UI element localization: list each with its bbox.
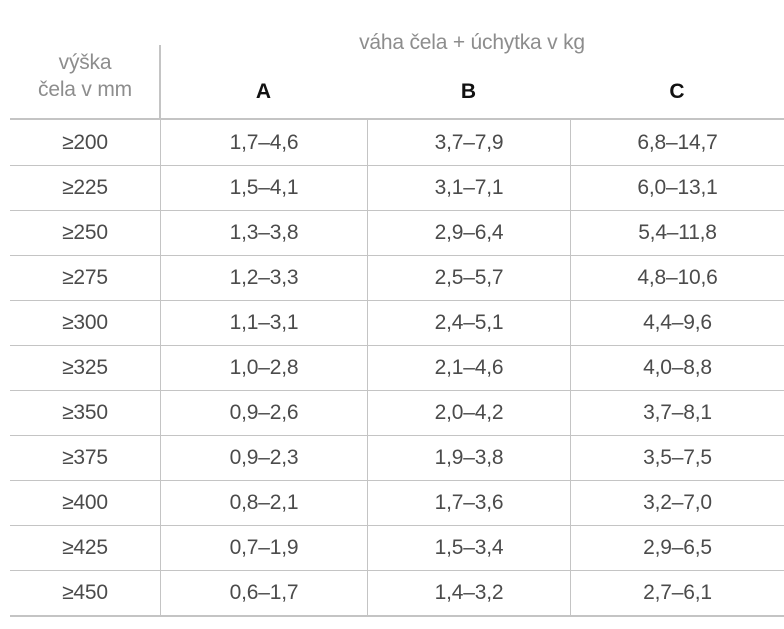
table-header: váha čela + úchytka v kg výška čela v mm… bbox=[10, 0, 784, 118]
value-cell-c: 3,7–8,1 bbox=[570, 391, 784, 435]
value-cell-a: 0,7–1,9 bbox=[160, 526, 367, 570]
value-cell-a: 0,9–2,6 bbox=[160, 391, 367, 435]
table-row: ≥350 0,9–2,6 2,0–4,2 3,7–8,1 bbox=[10, 390, 784, 435]
table-row: ≥375 0,9–2,3 1,9–3,8 3,5–7,5 bbox=[10, 435, 784, 480]
table-row: ≥450 0,6–1,7 1,4–3,2 2,7–6,1 bbox=[10, 570, 784, 615]
value-cell-c: 4,8–10,6 bbox=[570, 256, 784, 300]
value-cell-b: 2,0–4,2 bbox=[367, 391, 570, 435]
row-height-cell: ≥425 bbox=[62, 536, 108, 559]
table-row: ≥425 0,7–1,9 1,5–3,4 2,9–6,5 bbox=[10, 525, 784, 570]
value-cell-b: 2,4–5,1 bbox=[367, 301, 570, 345]
row-height-cell: ≥375 bbox=[62, 446, 108, 469]
row-height-cell: ≥225 bbox=[62, 176, 108, 199]
row-height-cell: ≥400 bbox=[62, 491, 108, 514]
value-cell-a: 1,7–4,6 bbox=[160, 120, 367, 165]
value-cell-c: 6,8–14,7 bbox=[570, 120, 784, 165]
value-cell-c: 6,0–13,1 bbox=[570, 166, 784, 210]
value-cell-c: 4,0–8,8 bbox=[570, 346, 784, 390]
row-height-cell: ≥450 bbox=[62, 581, 108, 604]
value-cell-a: 1,2–3,3 bbox=[160, 256, 367, 300]
table-row: ≥200 1,7–4,6 3,7–7,9 6,8–14,7 bbox=[10, 120, 784, 165]
column-header-c: C bbox=[669, 80, 685, 103]
corner-header-line2: čela v mm bbox=[38, 78, 132, 101]
column-header-b: B bbox=[460, 80, 477, 103]
value-cell-b: 3,7–7,9 bbox=[367, 120, 570, 165]
table-row: ≥275 1,2–3,3 2,5–5,7 4,8–10,6 bbox=[10, 255, 784, 300]
column-letter-row: A B C bbox=[160, 70, 784, 114]
value-cell-c: 2,9–6,5 bbox=[570, 526, 784, 570]
value-cell-b: 1,7–3,6 bbox=[367, 481, 570, 525]
value-cell-b: 3,1–7,1 bbox=[367, 166, 570, 210]
table-row: ≥225 1,5–4,1 3,1–7,1 6,0–13,1 bbox=[10, 165, 784, 210]
value-cell-b: 2,9–6,4 bbox=[367, 211, 570, 255]
corner-header-line1: výška bbox=[58, 51, 112, 74]
value-cell-c: 4,4–9,6 bbox=[570, 301, 784, 345]
value-cell-b: 2,5–5,7 bbox=[367, 256, 570, 300]
table-row: ≥325 1,0–2,8 2,1–4,6 4,0–8,8 bbox=[10, 345, 784, 390]
value-cell-a: 0,6–1,7 bbox=[160, 571, 367, 615]
row-height-cell: ≥350 bbox=[62, 401, 108, 424]
value-cell-a: 1,0–2,8 bbox=[160, 346, 367, 390]
row-height-cell: ≥200 bbox=[62, 130, 108, 154]
header-column-divider bbox=[159, 45, 161, 118]
value-cell-c: 3,5–7,5 bbox=[570, 436, 784, 480]
value-cell-a: 0,8–2,1 bbox=[160, 481, 367, 525]
table-row: ≥300 1,1–3,1 2,4–5,1 4,4–9,6 bbox=[10, 300, 784, 345]
row-height-cell: ≥250 bbox=[62, 221, 108, 244]
table-body: ≥200 1,7–4,6 3,7–7,9 6,8–14,7 ≥225 1,5–4… bbox=[10, 118, 784, 617]
value-cell-a: 1,1–3,1 bbox=[160, 301, 367, 345]
value-cell-b: 1,5–3,4 bbox=[367, 526, 570, 570]
value-cell-b: 1,4–3,2 bbox=[367, 571, 570, 615]
table-row: ≥400 0,8–2,1 1,7–3,6 3,2–7,0 bbox=[10, 480, 784, 525]
column-header-a: A bbox=[255, 80, 272, 103]
row-height-cell: ≥275 bbox=[62, 266, 108, 289]
value-cell-b: 1,9–3,8 bbox=[367, 436, 570, 480]
weight-table: váha čela + úchytka v kg výška čela v mm… bbox=[10, 0, 784, 617]
value-cell-a: 0,9–2,3 bbox=[160, 436, 367, 480]
row-height-cell: ≥325 bbox=[62, 356, 108, 379]
value-cell-c: 5,4–11,8 bbox=[570, 211, 784, 255]
group-header-weight-kg: váha čela + úchytka v kg bbox=[359, 31, 585, 54]
corner-header-height-mm: výška čela v mm bbox=[10, 49, 160, 103]
value-cell-c: 2,7–6,1 bbox=[570, 571, 784, 615]
value-cell-a: 1,3–3,8 bbox=[160, 211, 367, 255]
value-cell-a: 1,5–4,1 bbox=[160, 166, 367, 210]
row-height-cell: ≥300 bbox=[62, 311, 108, 334]
value-cell-b: 2,1–4,6 bbox=[367, 346, 570, 390]
value-cell-c: 3,2–7,0 bbox=[570, 481, 784, 525]
table-row: ≥250 1,3–3,8 2,9–6,4 5,4–11,8 bbox=[10, 210, 784, 255]
